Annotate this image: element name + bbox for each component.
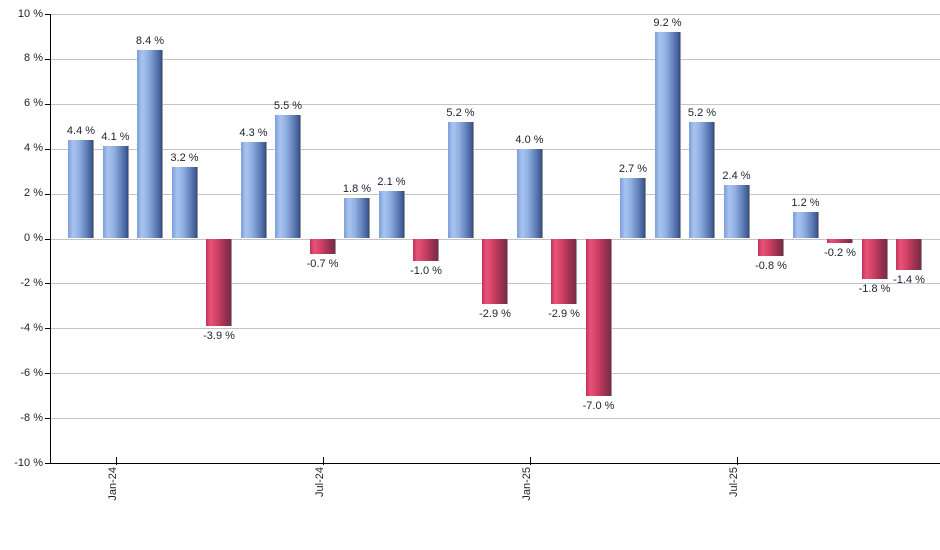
y-axis-tick-label: -10 % <box>14 456 43 469</box>
y-axis-tick-label: 10 % <box>17 7 43 20</box>
bar-negative <box>413 238 439 261</box>
bar-negative <box>482 238 508 304</box>
bar-value-label: 2.1 % <box>377 176 406 189</box>
y-axis-tick-label: 0 % <box>24 232 43 244</box>
y-axis-tick <box>45 103 50 105</box>
x-axis-tick <box>529 457 531 465</box>
bar-positive <box>240 141 267 239</box>
bar-positive <box>275 115 301 239</box>
bar-value-label: 5.2 % <box>687 106 717 119</box>
bar-positive <box>378 191 405 239</box>
bar-positive <box>137 49 163 239</box>
y-axis-tick-label: 2 % <box>24 187 43 200</box>
bar-value-label: -2.9 % <box>548 307 580 320</box>
gridline <box>50 193 940 195</box>
bar-positive <box>723 184 750 239</box>
y-axis-tick-label: -8 % <box>20 411 43 424</box>
x-axis-tick-label: Jul-25 <box>727 467 740 497</box>
y-axis-tick-label: -4 % <box>20 321 43 334</box>
bar-value-label: -0.8 % <box>755 260 787 273</box>
bar-negative <box>309 238 336 255</box>
bar-positive <box>344 198 370 239</box>
bar-negative <box>206 238 232 327</box>
bar-value-label: 4.4 % <box>66 124 96 137</box>
bar-positive <box>516 148 543 239</box>
bar-negative <box>827 238 853 243</box>
gridline <box>50 148 940 150</box>
bar-positive <box>171 166 198 239</box>
bar-value-label: 2.4 % <box>722 169 751 182</box>
bar-value-label: 4.0 % <box>515 133 544 146</box>
x-axis-tick-label: Jan-24 <box>106 467 119 501</box>
gridline <box>50 373 940 375</box>
y-axis-tick <box>45 328 50 330</box>
bar-negative <box>585 238 612 396</box>
y-axis-tick-label: 8 % <box>24 52 43 65</box>
bar-value-label: 8.4 % <box>135 34 165 47</box>
bar-value-label: 3.2 % <box>170 151 199 164</box>
y-axis-tick-label: 4 % <box>24 142 43 155</box>
bar-value-label: 1.8 % <box>342 183 372 196</box>
bar-negative <box>551 238 577 304</box>
bar-value-label: 5.2 % <box>446 106 475 119</box>
x-axis-tick <box>736 457 738 465</box>
bar-value-label: -0.7 % <box>306 258 339 271</box>
y-axis-tick-label: -6 % <box>20 366 43 379</box>
y-axis-tick <box>45 283 50 285</box>
bar-value-label: 2.7 % <box>618 162 648 175</box>
y-axis-tick-label: -2 % <box>20 276 43 289</box>
gridline <box>50 418 940 420</box>
bar-positive <box>68 139 94 239</box>
bar-value-label: -1.4 % <box>893 273 925 286</box>
x-axis-tick <box>115 457 117 465</box>
y-axis-tick <box>45 238 50 240</box>
gridline <box>50 328 940 330</box>
bar-value-label: -3.9 % <box>203 330 235 343</box>
bar-value-label: -0.2 % <box>824 246 856 259</box>
bar-value-label: 1.2 % <box>791 196 820 209</box>
gridline <box>50 14 940 15</box>
bar-negative <box>758 238 784 257</box>
bar-value-label: 4.3 % <box>239 126 268 139</box>
bar-negative <box>896 238 922 270</box>
x-axis-tick-label: Jul-24 <box>313 467 326 497</box>
x-axis-tick-label: Jan-25 <box>520 467 533 501</box>
y-axis-tick <box>45 58 50 60</box>
bar-positive <box>792 211 819 239</box>
bar-positive <box>447 121 474 239</box>
y-axis-tick <box>45 14 50 15</box>
bar-value-label: 5.5 % <box>273 100 303 113</box>
x-axis-line <box>50 463 940 464</box>
bar-positive <box>689 121 715 239</box>
bar-positive <box>102 146 129 239</box>
bar-negative <box>861 238 888 279</box>
y-axis-tick <box>45 418 50 420</box>
bar-value-label: -7.0 % <box>582 399 615 412</box>
gridline <box>50 103 940 105</box>
bar-value-label: -1.0 % <box>410 264 442 277</box>
x-axis-tick <box>322 457 324 465</box>
y-axis-tick <box>45 463 50 464</box>
y-axis-line <box>50 14 51 464</box>
gridline <box>50 58 940 60</box>
bar-value-label: -2.9 % <box>479 307 511 320</box>
bar-value-label: 9.2 % <box>653 16 682 29</box>
bar-positive <box>620 177 646 239</box>
bar-value-label: -1.8 % <box>858 282 891 295</box>
y-axis-tick <box>45 148 50 150</box>
bar-value-label: 4.1 % <box>101 131 130 144</box>
bar-positive <box>654 31 681 239</box>
y-axis-tick-label: 6 % <box>24 97 43 110</box>
y-axis-tick <box>45 373 50 375</box>
y-axis-tick <box>45 193 50 195</box>
